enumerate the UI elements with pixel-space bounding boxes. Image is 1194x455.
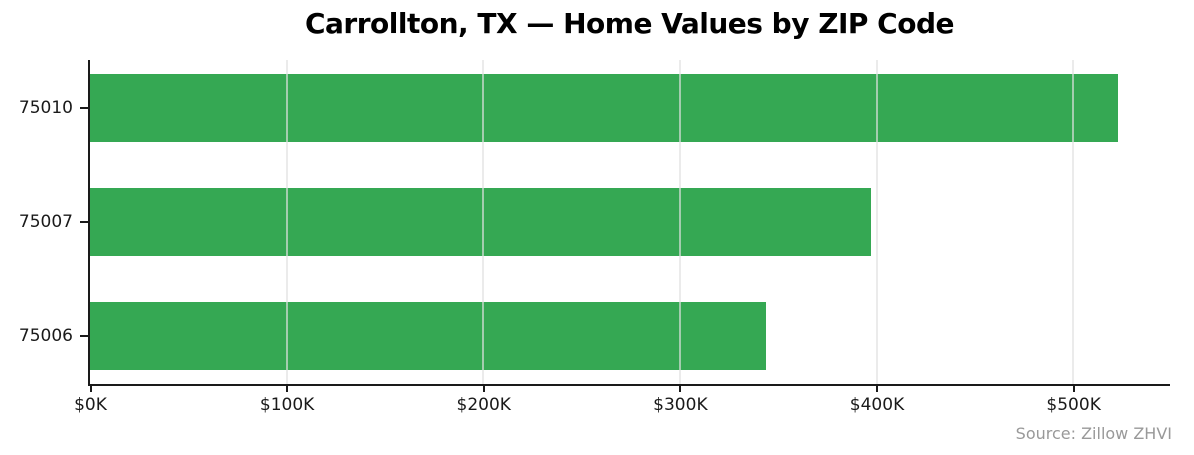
source-note: Source: Zillow ZHVI <box>1015 424 1172 443</box>
gridline <box>285 60 288 384</box>
x-axis-tick <box>482 386 485 392</box>
x-axis-tick-label: $0K <box>74 395 107 415</box>
gridline <box>875 60 878 384</box>
x-axis-tick-label: $100K <box>259 395 315 415</box>
x-axis-tick <box>679 386 682 392</box>
x-axis-tick <box>1072 386 1075 392</box>
y-axis-tick <box>80 220 89 223</box>
bar-75006 <box>90 301 767 370</box>
chart-title: Carrollton, TX — Home Values by ZIP Code <box>304 7 955 40</box>
x-axis-tick <box>89 386 92 392</box>
x-axis-tick-label: $500K <box>1046 395 1101 415</box>
plot-area <box>88 60 1170 386</box>
bar-75007 <box>90 187 871 256</box>
gridline <box>678 60 681 384</box>
y-axis-category-label: 75010 <box>18 98 73 119</box>
gridline <box>1072 60 1075 384</box>
x-axis-tick-label: $300K <box>653 395 708 415</box>
x-axis-tick <box>286 386 289 392</box>
bar-75010 <box>90 74 1119 143</box>
y-axis-category-label: 75007 <box>18 211 73 232</box>
x-axis-tick-label: $400K <box>849 395 905 415</box>
x-axis-tick-label: $200K <box>456 395 511 415</box>
y-axis-tick <box>80 107 89 110</box>
x-axis-tick <box>876 386 879 392</box>
y-axis-category-label: 75006 <box>18 325 73 346</box>
y-axis-tick <box>80 334 89 337</box>
gridline <box>482 60 485 384</box>
